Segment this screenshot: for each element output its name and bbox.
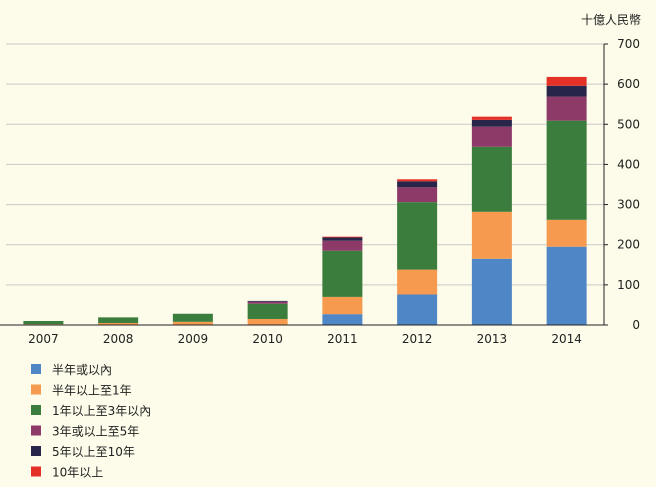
y-tick-label-400: 400 xyxy=(617,157,640,171)
legend-swatch-2 xyxy=(31,405,41,415)
bar-2012-series-2 xyxy=(397,202,438,270)
bar-2014-series-5 xyxy=(546,76,587,86)
y-tick-label-700: 700 xyxy=(617,37,640,51)
bar-2011-series-5 xyxy=(322,236,363,238)
bar-2012-series-4 xyxy=(397,181,438,188)
legend-swatch-1 xyxy=(31,384,41,395)
bar-2014-series-0 xyxy=(546,246,587,325)
bar-2011-series-2 xyxy=(322,250,363,297)
bar-2013-series-0 xyxy=(471,258,512,325)
bar-2010-series-2 xyxy=(247,303,288,319)
x-tick-label-2014: 2014 xyxy=(551,332,582,346)
bar-2013-series-3 xyxy=(471,126,512,147)
bar-2014-series-1 xyxy=(546,219,587,247)
bar-2012-series-5 xyxy=(397,179,438,182)
y-tick-label-100: 100 xyxy=(617,278,640,292)
x-tick-label-2013: 2013 xyxy=(477,332,508,346)
y-tick-label-0: 0 xyxy=(632,318,640,332)
legend-label-3: 3年或以上至5年 xyxy=(52,425,139,439)
bar-2011-series-3 xyxy=(322,240,363,251)
bar-2014-series-4 xyxy=(546,85,587,97)
bar-2014-series-2 xyxy=(546,120,587,220)
legend-swatch-4 xyxy=(31,446,41,456)
x-tick-label-2010: 2010 xyxy=(252,332,283,346)
bar-2008-series-2 xyxy=(98,317,139,323)
legend-label-5: 10年以上 xyxy=(52,466,103,480)
bar-2011-series-0 xyxy=(322,314,363,325)
bar-2012-series-0 xyxy=(397,294,438,325)
bar-2013-series-4 xyxy=(471,119,512,127)
bar-2013-series-2 xyxy=(471,146,512,212)
x-tick-label-2011: 2011 xyxy=(327,332,358,346)
y-tick-label-500: 500 xyxy=(617,117,640,131)
legend-label-0: 半年或以內 xyxy=(52,363,112,377)
bar-2009-series-2 xyxy=(172,313,213,322)
y-tick-label-300: 300 xyxy=(617,198,640,212)
bar-2014-series-3 xyxy=(546,96,587,121)
legend-swatch-3 xyxy=(31,425,41,436)
x-tick-label-2008: 2008 xyxy=(103,332,134,346)
bar-2011-series-4 xyxy=(322,237,363,241)
bar-2010-series-1 xyxy=(247,318,288,325)
y-unit-label: 十億人民幣 xyxy=(581,13,641,27)
bar-2012-series-1 xyxy=(397,269,438,295)
bar-2009-series-1 xyxy=(172,321,213,325)
bar-2010-series-4 xyxy=(247,300,288,302)
bar-2007-series-2 xyxy=(23,320,64,325)
legend-swatch-5 xyxy=(31,466,41,477)
bar-2010-series-3 xyxy=(247,301,288,304)
bar-2013-series-5 xyxy=(471,116,512,120)
y-tick-label-200: 200 xyxy=(617,238,640,252)
x-tick-label-2012: 2012 xyxy=(402,332,433,346)
x-tick-label-2007: 2007 xyxy=(28,332,59,346)
legend-label-2: 1年以上至3年以內 xyxy=(52,404,151,418)
bar-2011-series-1 xyxy=(322,296,363,315)
legend-label-4: 5年以上至10年 xyxy=(52,445,135,459)
y-tick-label-600: 600 xyxy=(617,77,640,91)
bar-2013-series-1 xyxy=(471,211,512,259)
legend-swatch-0 xyxy=(31,364,41,374)
legend-label-1: 半年以上至1年 xyxy=(52,384,132,398)
bar-2008-series-1 xyxy=(98,322,139,325)
bar-2012-series-3 xyxy=(397,187,438,203)
x-tick-label-2009: 2009 xyxy=(178,332,209,346)
